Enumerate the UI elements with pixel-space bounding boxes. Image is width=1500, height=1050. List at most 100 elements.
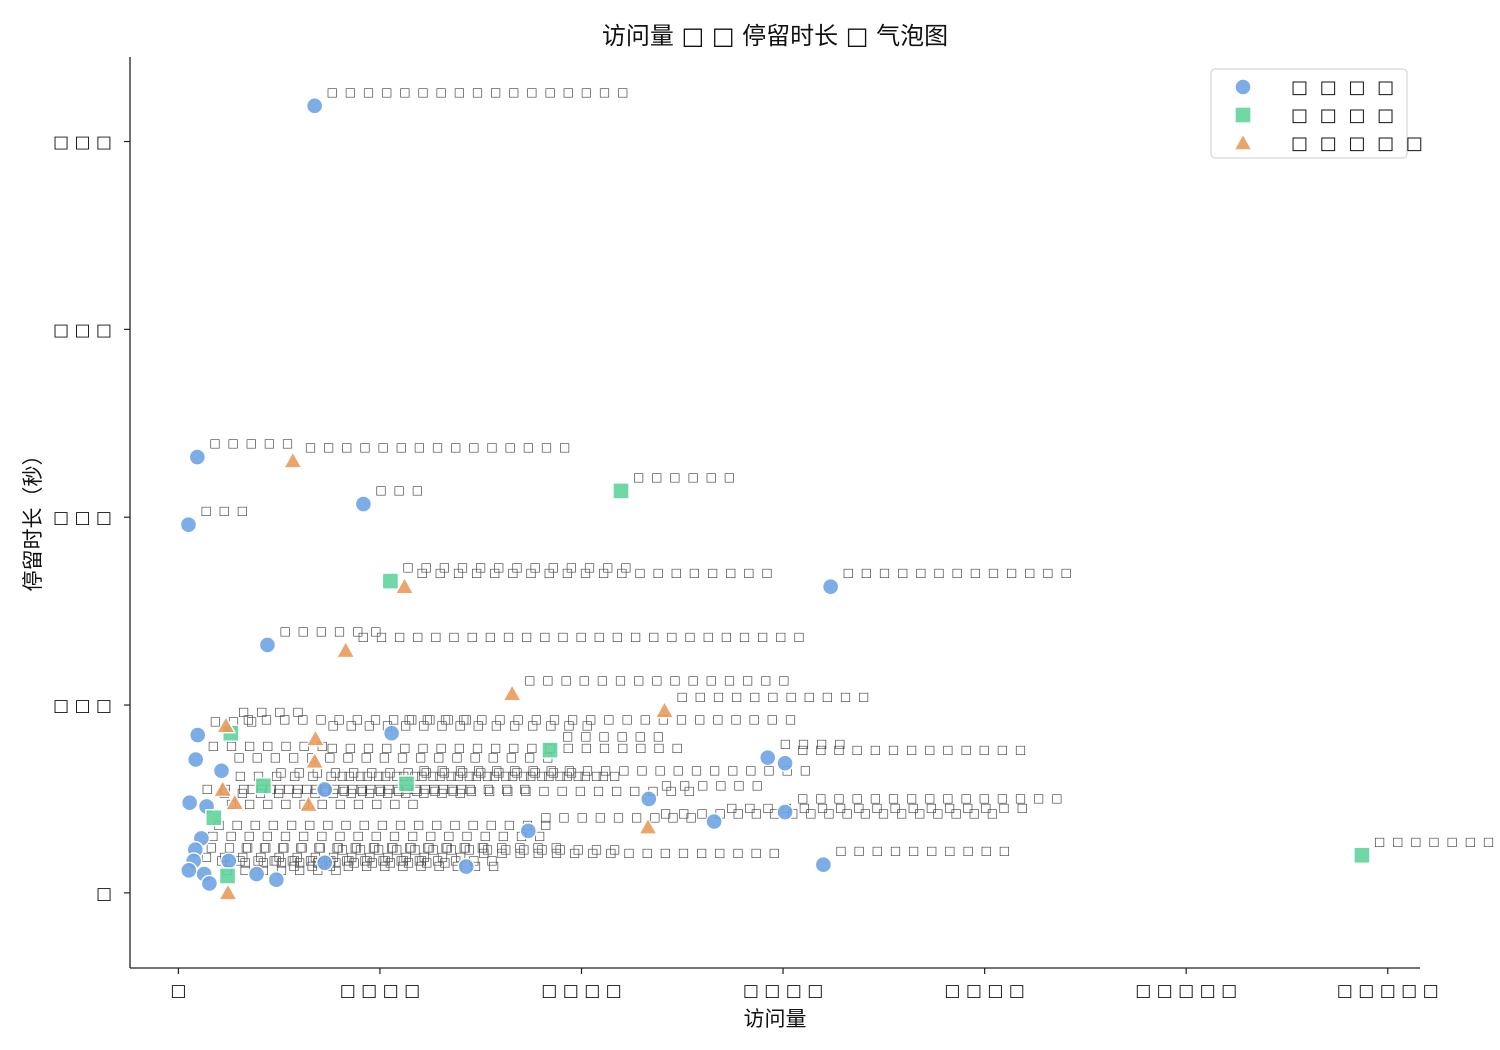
data-label: □ □ □ □ □ □ <box>633 470 737 484</box>
x-tick-label: □ □ □ □ □ <box>1135 981 1237 1001</box>
legend-marker-square <box>1234 106 1252 124</box>
data-point-circle <box>180 794 199 812</box>
data-point-triangle <box>215 715 237 734</box>
legend: □ □ □ □ □ □ □ □ □ □ □ □ □ <box>1210 68 1426 159</box>
data-point-circle <box>316 780 334 799</box>
data-point-square <box>612 482 630 500</box>
data-point-circle <box>179 516 198 534</box>
x-tick-label: □ □ □ □ <box>944 981 1024 1001</box>
data-label: □ □ □ □ □ □ □ □ □ □ □ □ □ □ □ <box>524 673 791 687</box>
data-label: □ □ □ □ □ □ □ □ □ □ □ □ □ <box>797 742 1028 756</box>
data-label: □ □ □ □ □ □ <box>279 624 383 638</box>
data-point-triangle <box>335 640 356 659</box>
y-tick-label: □ <box>96 884 112 904</box>
data-point-square <box>254 777 273 795</box>
data-label: □ □ □ □ □ □ □ □ □ □ □ □ □ □ □ <box>327 718 594 732</box>
y-axis-title: 停留时长（秒） <box>21 445 45 592</box>
x-axis-title: 访问量 <box>744 1007 807 1031</box>
data-label: □ □ □ □ <box>780 737 847 751</box>
data-label: □ □ □ □ □ □ □ □ □ □ □ □ □ □ □ □ □ <box>327 85 630 99</box>
x-tick-label: □ □ □ □ <box>340 981 420 1001</box>
data-point-circle <box>267 871 286 889</box>
data-label: □ □ □ □ □ □ □ □ □ □ □ □ <box>288 859 501 873</box>
data-point-circle <box>212 762 231 780</box>
data-point-circle <box>814 855 833 874</box>
data-label: □ □ □ □ □ □ □ □ □ □ □ □ <box>240 855 453 869</box>
data-label: □ □ □ □ <box>238 705 305 719</box>
legend-label: □ □ □ □ <box>1291 77 1397 98</box>
data-label: □ □ □ □ □ □ □ □ <box>1374 834 1500 848</box>
data-point-triangle <box>501 683 523 702</box>
data-label: □ □ □ □ □ □ □ □ □ □ □ □ □ □ <box>241 840 490 854</box>
data-label: □ □ □ □ □ □ □ □ □ □ □ □ □ □ □ <box>797 791 1064 805</box>
y-tick-label: □ □ □ <box>53 320 112 340</box>
data-point-circle <box>457 857 475 876</box>
data-label: □ □ □ □ □ □ □ <box>208 739 330 753</box>
legend-label: □ □ □ □ □ <box>1291 133 1426 154</box>
data-point-square <box>205 809 223 827</box>
data-point-circle <box>382 724 401 742</box>
y-tick-label: □ □ □ <box>53 508 112 528</box>
data-point-circle <box>220 852 238 870</box>
data-point-triangle <box>212 779 233 798</box>
data-label: □ □ □ □ □ □ □ □ □ □ □ □ □ □ □ <box>305 440 572 454</box>
data-label: □ □ □ □ □ <box>209 436 294 450</box>
data-label: □ □ □ □ □ □ □ □ □ □ □ □ □ □ □ □ □ □ □ □ … <box>235 769 611 783</box>
data-point-circle <box>354 495 373 513</box>
data-points <box>179 97 1371 901</box>
data-point-circle <box>187 750 205 769</box>
data-label: □ □ □ □ □ □ □ □ □ □ □ □ □ □ □ <box>201 849 468 863</box>
data-point-triangle <box>298 794 319 813</box>
data-point-circle <box>305 97 324 115</box>
axes: □ □ □ □ □ □ □ □ □ □ □ □ □ □ □ □ □ □ □ □ □ □ □ … <box>53 57 1439 1001</box>
data-point-triangle <box>654 700 675 719</box>
x-tick-label: □ □ □ □ <box>541 981 621 1001</box>
data-point-triangle <box>217 882 239 901</box>
data-point-circle <box>180 861 198 880</box>
x-tick-label: □ □ □ □ <box>743 981 823 1001</box>
data-label: □ □ □ □ □ □ □ □ □ □ □ □ □ □ □ □ □ <box>478 846 781 860</box>
data-label: □ □ □ □ □ □ □ □ □ □ <box>835 844 1011 858</box>
x-tick-label: □ □ □ □ □ <box>1337 981 1439 1001</box>
data-label: □ □ □ <box>200 504 249 518</box>
data-point-square <box>218 867 237 885</box>
data-label: □ □ □ <box>375 483 424 497</box>
y-tick-label: □ □ □ <box>53 133 112 153</box>
data-point-circle <box>776 803 794 821</box>
data-point-square <box>541 741 559 759</box>
data-point-triangle <box>282 450 304 469</box>
data-label: □ □ □ □ □ □ □ □ □ □ □ <box>677 690 871 704</box>
data-point-circle <box>776 754 794 772</box>
data-label: □ □ □ □ □ □ □ □ □ □ □ <box>226 797 420 811</box>
data-label: □ □ □ □ □ □ □ □ □ □ □ □ □ □ □ □ □ <box>726 800 1029 814</box>
data-point-circle <box>247 865 266 883</box>
legend-marker-triangle <box>1232 132 1254 151</box>
data-label: □ □ □ □ □ □ □ □ □ □ □ □ □ □ □ □ □ □ □ <box>207 829 547 843</box>
data-label: □ □ □ □ □ □ <box>661 778 765 792</box>
data-label: □ □ □ □ □ □ <box>562 729 666 743</box>
point-labels: □ □ □ □ □ □ □ □ □ □ □ □ □ □ □ □ □□ □ □ □… <box>200 85 1500 877</box>
data-label: □ □ □ □ □ □ □ □ □ □ □ □ □ □ □ □ □ □ □ <box>213 817 553 831</box>
data-point-square <box>381 572 400 590</box>
y-tick-label: □ □ □ <box>53 696 112 716</box>
data-point-triangle <box>637 816 659 835</box>
data-label: □ □ □ □ □ □ □ □ □ □ □ □ □ □ □ □ □ □ □ □ … <box>321 784 697 798</box>
data-label: □ □ □ □ □ □ □ □ □ □ □ □ □ □ □ □ □ □ □ □ … <box>404 712 798 726</box>
data-label: □ □ □ □ □ □ □ □ □ □ □ □ □ □ □ □ □ □ □ □ … <box>419 763 813 777</box>
chart-title: 访问量 □ □ 停留时长 □ 气泡图 <box>602 22 948 50</box>
data-label: □ □ □ □ □ □ □ □ □ □ □ □ □ □ □ □ □ □ □ □ … <box>358 630 807 644</box>
data-point-circle <box>188 448 207 466</box>
data-point-triangle <box>394 576 415 595</box>
data-label: □ □ □ □ □ □ □ □ □ □ □ □ □ <box>402 560 633 574</box>
data-point-circle <box>519 822 537 840</box>
data-point-circle <box>640 790 658 808</box>
data-label: □ □ □ □ □ □ □ □ □ □ □ □ □ □ □ □ □ □ □ □ <box>327 740 685 754</box>
data-label: □ □ □ □ □ □ □ □ □ □ □ □ □ □ □ □ □ <box>275 765 578 779</box>
data-point-circle <box>705 812 723 831</box>
data-label: □ □ □ □ □ □ □ □ □ □ □ □ □ □ □ □ <box>337 842 622 856</box>
data-point-circle <box>759 748 777 767</box>
data-point-triangle <box>304 750 325 770</box>
legend-marker-circle <box>1234 78 1252 96</box>
